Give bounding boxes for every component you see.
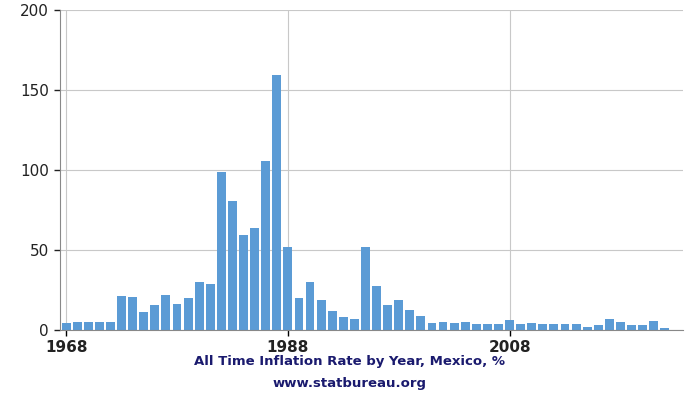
Bar: [461, 322, 470, 330]
Bar: [594, 326, 603, 330]
Bar: [272, 75, 281, 330]
Bar: [162, 295, 170, 330]
Bar: [561, 324, 569, 330]
Bar: [638, 324, 647, 330]
Bar: [439, 322, 447, 330]
Bar: [73, 322, 82, 330]
Bar: [239, 235, 248, 330]
Bar: [383, 305, 392, 330]
Bar: [516, 324, 525, 330]
Bar: [550, 324, 559, 330]
Bar: [627, 326, 636, 330]
Bar: [139, 312, 148, 330]
Bar: [261, 161, 270, 330]
Bar: [572, 324, 580, 330]
Bar: [195, 282, 204, 330]
Bar: [660, 328, 669, 330]
Bar: [394, 300, 403, 330]
Bar: [84, 322, 93, 330]
Bar: [250, 228, 259, 330]
Bar: [106, 322, 115, 330]
Bar: [616, 322, 625, 330]
Bar: [527, 323, 536, 330]
Bar: [117, 296, 126, 330]
Bar: [128, 297, 137, 330]
Bar: [328, 311, 337, 330]
Bar: [372, 286, 381, 330]
Bar: [284, 247, 293, 330]
Bar: [449, 323, 459, 330]
Bar: [405, 310, 414, 330]
Bar: [339, 317, 348, 330]
Bar: [228, 201, 237, 330]
Bar: [217, 172, 226, 330]
Bar: [183, 298, 192, 330]
Text: All Time Inflation Rate by Year, Mexico, %: All Time Inflation Rate by Year, Mexico,…: [195, 356, 505, 368]
Bar: [505, 320, 514, 330]
Bar: [295, 298, 303, 330]
Bar: [316, 300, 326, 330]
Text: www.statbureau.org: www.statbureau.org: [273, 378, 427, 390]
Bar: [649, 321, 658, 330]
Bar: [538, 324, 547, 330]
Bar: [428, 323, 436, 330]
Bar: [206, 284, 215, 330]
Bar: [173, 304, 181, 330]
Bar: [416, 316, 426, 330]
Bar: [582, 326, 592, 330]
Bar: [494, 324, 503, 330]
Bar: [605, 319, 614, 330]
Bar: [472, 324, 481, 330]
Bar: [483, 324, 492, 330]
Bar: [306, 282, 314, 330]
Bar: [62, 323, 71, 330]
Bar: [150, 305, 160, 330]
Bar: [361, 247, 370, 330]
Bar: [95, 322, 104, 330]
Bar: [350, 319, 359, 330]
